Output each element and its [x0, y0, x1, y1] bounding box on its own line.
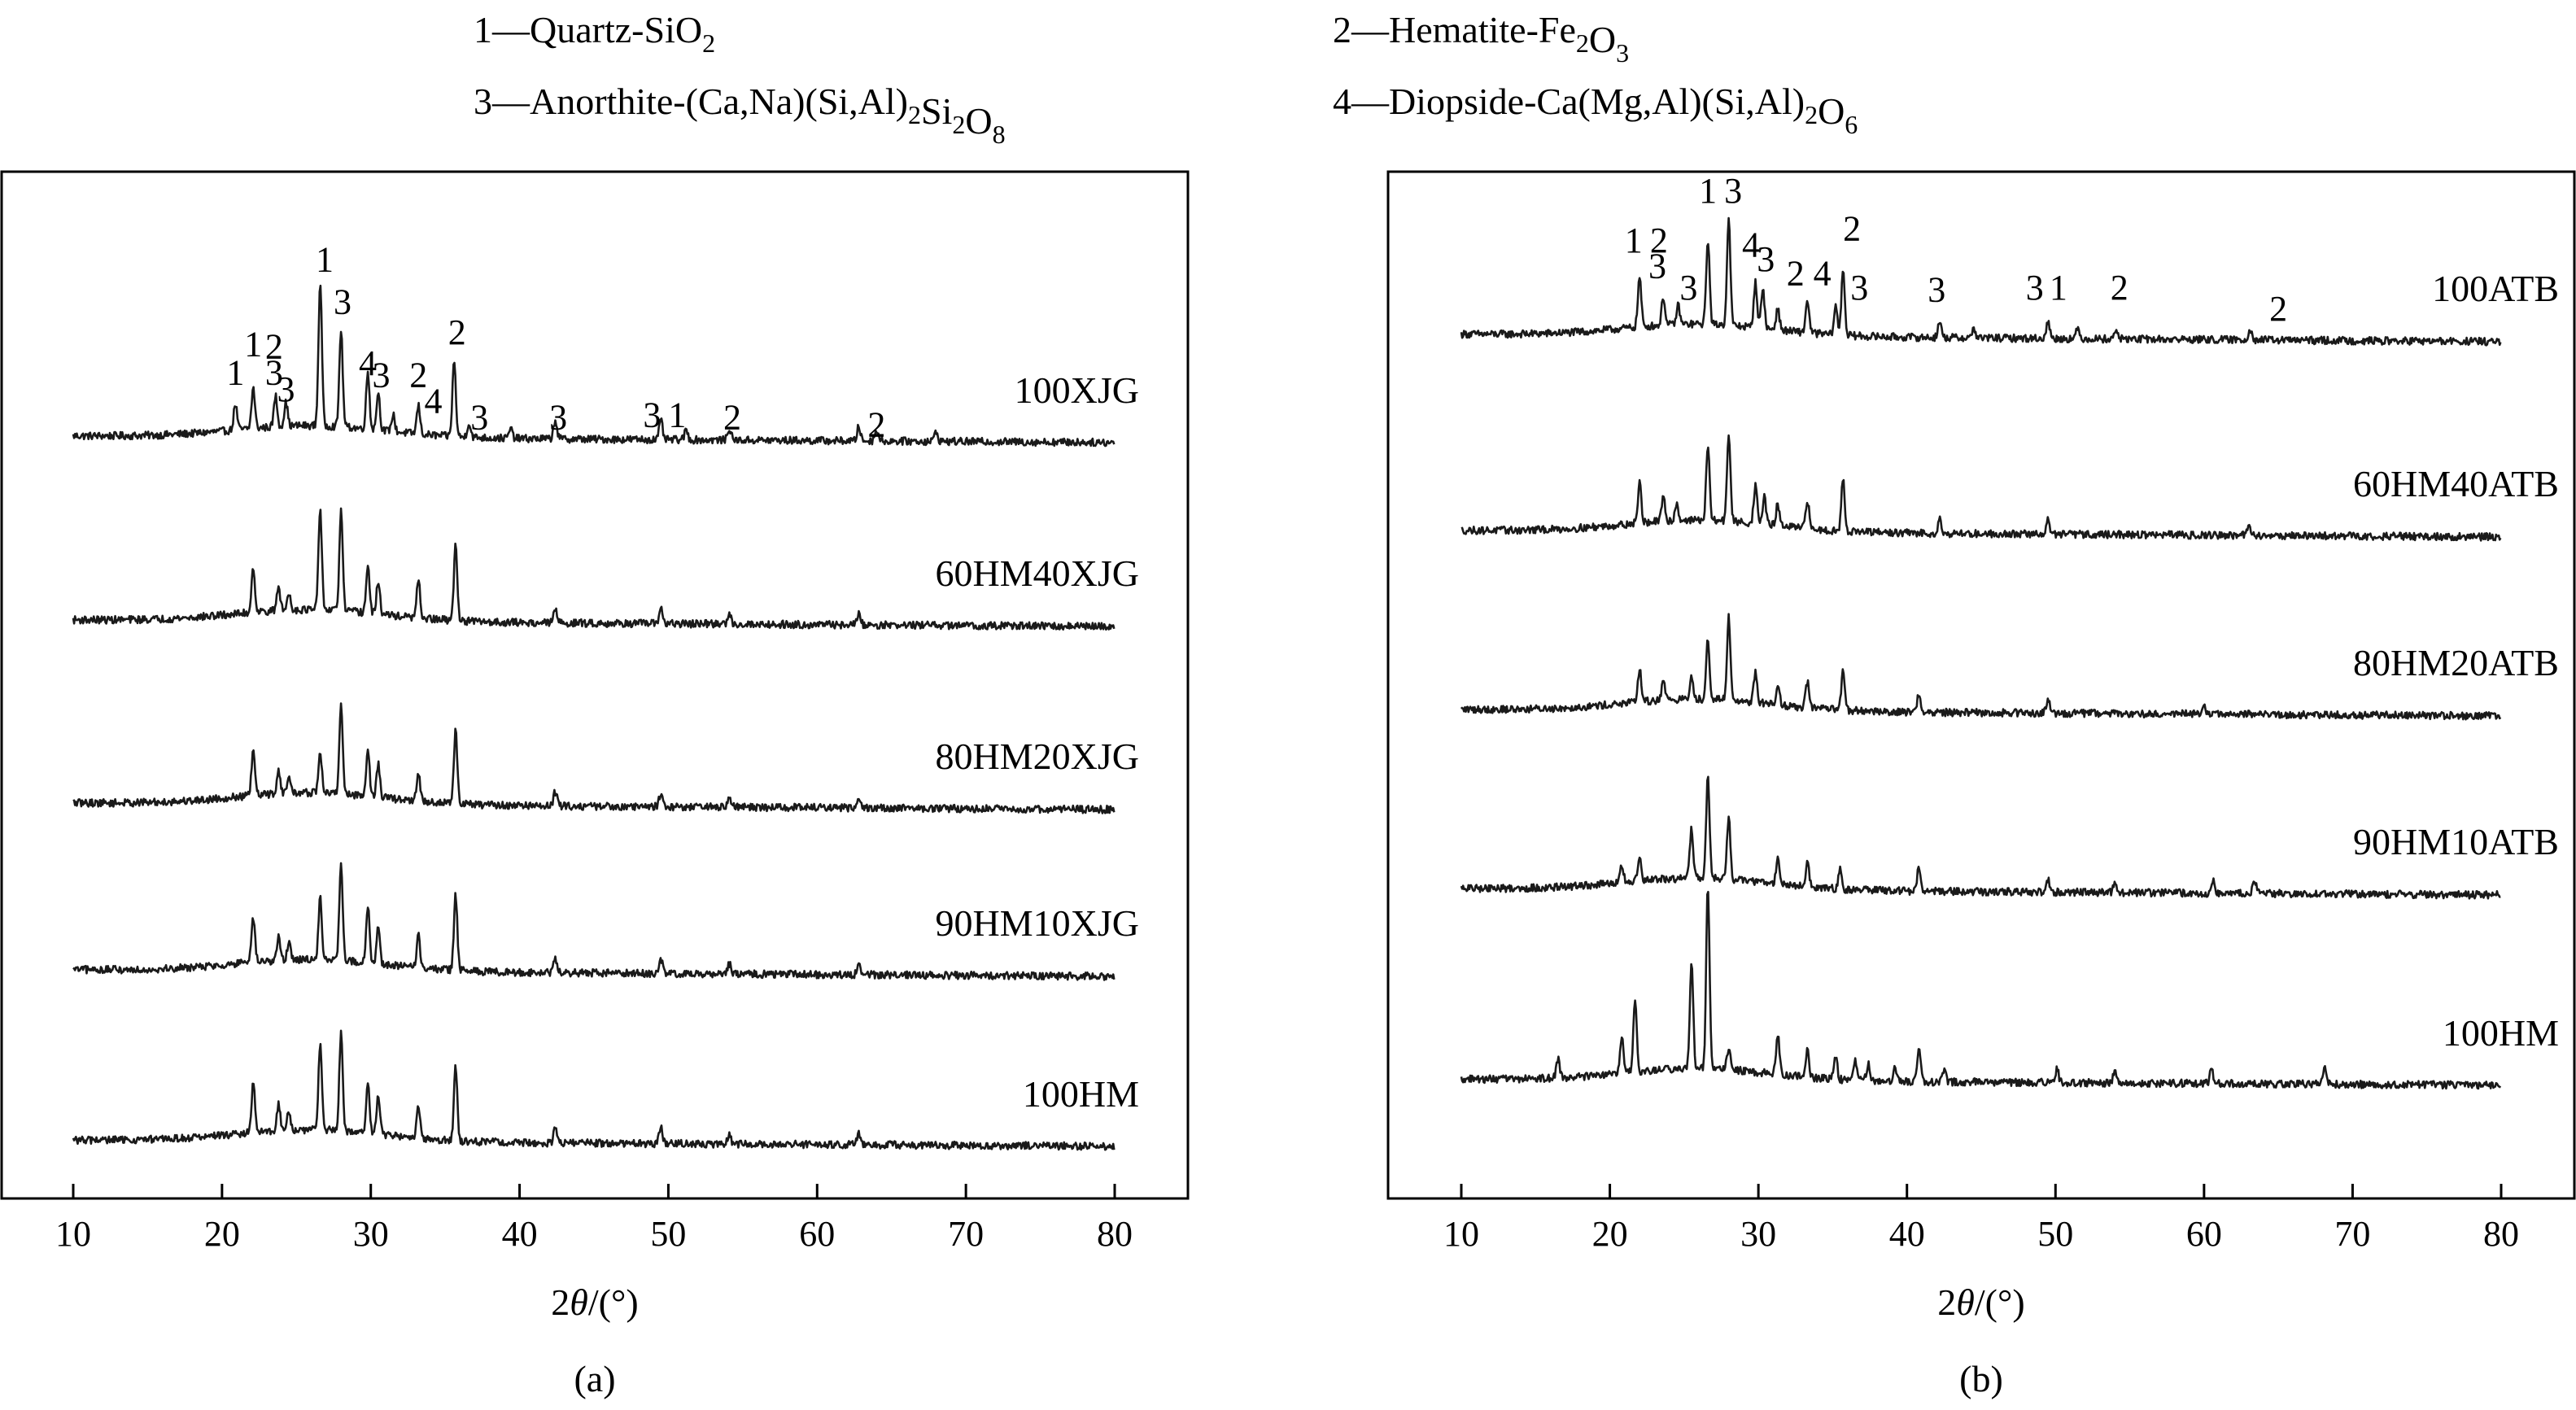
panel-label-a: (a)	[574, 1358, 615, 1399]
sample-label-60hm40atb: 60HM40ATB	[2353, 463, 2559, 504]
plot-frame-b	[1386, 170, 2576, 1200]
x-axis-ticks-a: 10 20 30 40 50 60 70 80	[55, 1184, 1133, 1254]
x-axis-label-b: 2θ/(°)	[1937, 1281, 2024, 1323]
x-tick-label: 40	[1889, 1214, 1925, 1254]
x-tick-label: 70	[948, 1214, 984, 1254]
x-tick-label: 30	[353, 1214, 389, 1254]
sample-label-80hm20atb: 80HM20ATB	[2353, 642, 2559, 683]
peak-label: 1	[1699, 171, 1717, 211]
peak-label: 2	[1787, 253, 1805, 293]
xrd-trace-100hm	[72, 1029, 1116, 1151]
traces-b	[1460, 216, 2502, 1090]
peak-label: 3	[549, 398, 567, 438]
x-axis-ticks-b: 10 20 30 40 50 60 70 80	[1443, 1184, 2519, 1254]
peak-label: 3	[2026, 268, 2044, 308]
xrd-trace-60hm40xjg	[72, 507, 1116, 631]
peak-label: 1	[2050, 268, 2067, 308]
peak-label: 3	[470, 398, 488, 438]
peak-label: 3	[373, 355, 391, 395]
sample-label-100xjg: 100XJG	[1015, 369, 1139, 411]
sample-label-80hm20xjg: 80HM20XJG	[936, 736, 1139, 777]
x-tick-label: 60	[2186, 1214, 2222, 1254]
legend-entry-1: 1—Quartz-SiO2	[474, 9, 715, 58]
x-tick-label: 20	[204, 1214, 240, 1254]
peak-label: 3	[1648, 247, 1666, 286]
x-tick-label: 80	[1097, 1214, 1133, 1254]
x-tick-label: 40	[502, 1214, 538, 1254]
peak-label: 3	[1724, 171, 1742, 211]
peak-label: 2	[409, 355, 427, 395]
x-tick-label: 80	[2483, 1214, 2519, 1254]
xrd-trace-100atb	[1460, 216, 2502, 347]
sample-label-100hm: 100HM	[2443, 1012, 2559, 1054]
peak-label: 3	[1928, 270, 1945, 310]
peak-label: 4	[359, 343, 377, 383]
peak-label: 3	[265, 353, 283, 393]
x-tick-label: 60	[799, 1214, 835, 1254]
peak-label: 3	[1850, 268, 1868, 308]
xrd-trace-90hm10atb	[1460, 775, 2501, 900]
traces-a	[72, 284, 1116, 1151]
peak-label: 1	[244, 325, 262, 365]
peak-label: 1	[316, 239, 334, 279]
peak-label: 4	[1814, 253, 1832, 293]
peak-label: 2	[265, 327, 283, 367]
sample-labels-b: 100ATB 60HM40ATB 80HM20ATB 90HM10ATB 100HM	[2353, 268, 2559, 1054]
panel-a: 10 20 30 40 50 60 70 80 100XJG 60HM40XJG 80HM20XJ…	[0, 170, 1190, 1399]
xrd-trace-100hm	[1460, 890, 2502, 1090]
phase-legend: 1—Quartz-SiO2 2—Hematite-Fe2O3 3—Anorthi…	[474, 9, 1858, 149]
peak-label: 3	[1757, 239, 1775, 279]
peak-label: 1	[226, 353, 244, 393]
sample-label-100atb: 100ATB	[2432, 268, 2559, 309]
xrd-trace-100xjg	[72, 284, 1116, 447]
xrd-trace-80hm20xjg	[72, 702, 1116, 814]
peak-label: 3	[334, 282, 351, 322]
xrd-trace-60hm40atb	[1460, 434, 2502, 542]
legend-entry-3: 3—Anorthite-(Ca,Na)(Si,Al)2Si2O8	[474, 81, 1006, 149]
plot-frame-a	[0, 170, 1190, 1200]
x-tick-label: 10	[55, 1214, 91, 1254]
x-axis-label-a: 2θ/(°)	[551, 1281, 638, 1323]
x-tick-label: 50	[2037, 1214, 2073, 1254]
sample-label-90hm10atb: 90HM10ATB	[2353, 821, 2559, 862]
peak-label: 2	[2269, 289, 2287, 329]
legend-entry-2: 2—Hematite-Fe2O3	[1333, 9, 1629, 68]
peak-label: 2	[1843, 208, 1861, 248]
peak-label: 1	[668, 395, 686, 435]
xrd-trace-90hm10xjg	[72, 862, 1116, 981]
sample-label-100hm: 100HM	[1023, 1073, 1139, 1115]
peak-label: 4	[425, 381, 443, 421]
peak-label: 2	[448, 312, 466, 352]
peak-label: 2	[1650, 220, 1668, 260]
peak-label: 2	[2111, 268, 2128, 308]
peak-label: 2	[867, 404, 885, 444]
panel-b: 10 20 30 40 50 60 70 80 100ATB 60HM40ATB 80HM20AT…	[1386, 170, 2576, 1399]
x-tick-label: 30	[1740, 1214, 1776, 1254]
sample-label-90hm10xjg: 90HM10XJG	[936, 902, 1139, 944]
peak-label: 3	[643, 395, 661, 435]
legend-entry-4: 4—Diopside-Ca(Mg,Al)(Si,Al)2O6	[1333, 81, 1858, 139]
panel-label-b: (b)	[1959, 1358, 2003, 1399]
xrd-trace-80hm20atb	[1460, 613, 2502, 721]
x-tick-label: 10	[1443, 1214, 1479, 1254]
x-tick-label: 70	[2334, 1214, 2370, 1254]
sample-label-60hm40xjg: 60HM40XJG	[936, 552, 1139, 594]
peak-label: 3	[277, 369, 295, 409]
peak-label: 4	[1742, 225, 1760, 265]
peak-label: 1	[1625, 220, 1643, 260]
sample-labels-a: 100XJG 60HM40XJG 80HM20XJG 90HM10XJG 100HM	[936, 369, 1139, 1115]
x-tick-label: 20	[1592, 1214, 1628, 1254]
peak-label: 2	[723, 398, 741, 438]
peak-label: 3	[1679, 268, 1697, 308]
x-tick-label: 50	[650, 1214, 686, 1254]
